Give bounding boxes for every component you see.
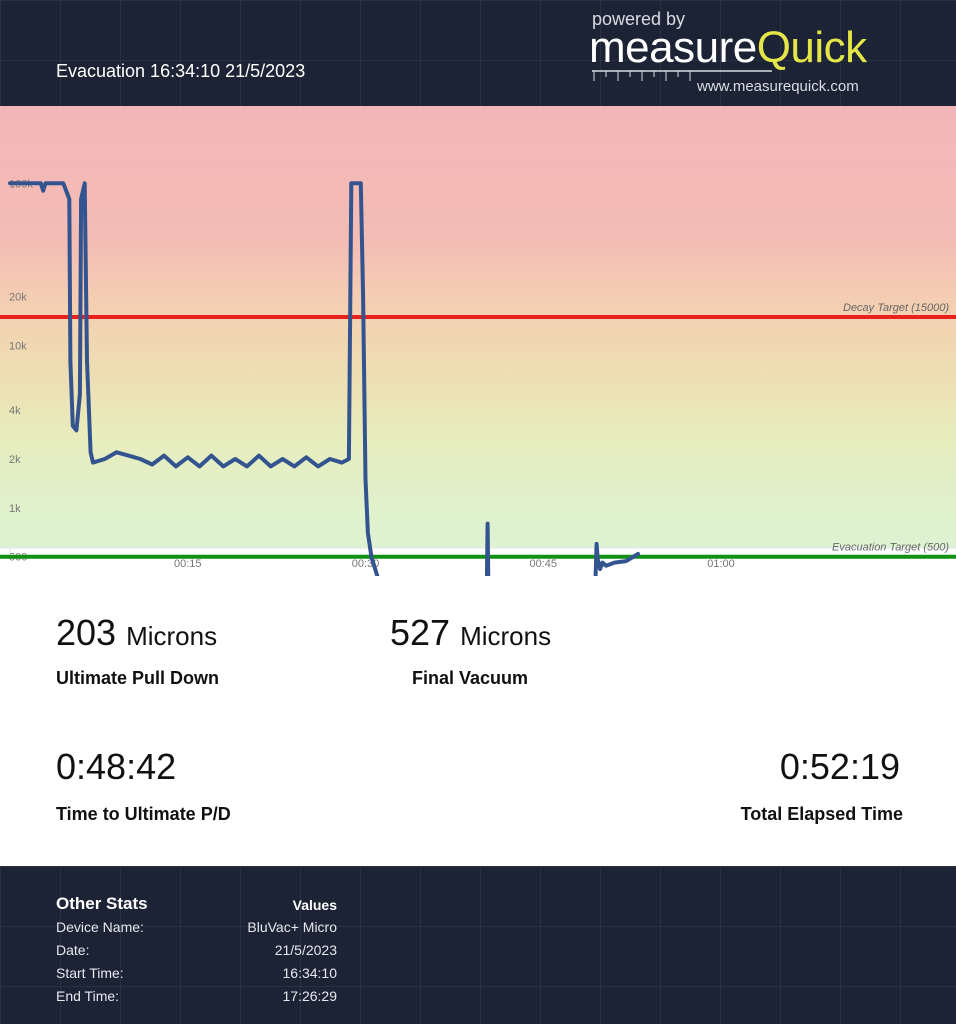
vacuum-chart: 100k20k10k4k2k1k500250 00:1500:3000:4501… bbox=[0, 106, 956, 576]
report-header: Evacuation 16:34:10 21/5/2023 powered by… bbox=[0, 0, 956, 106]
final-vacuum-value: 527 bbox=[390, 612, 451, 653]
time-to-ultimate-value: 0:48:42 bbox=[56, 746, 177, 787]
blueprint-background bbox=[0, 866, 956, 1024]
ultimate-pulldown-value: 203 bbox=[56, 612, 117, 653]
stat-row-date: Date: 21/5/2023 bbox=[56, 942, 337, 958]
y-tick-label: 4k bbox=[9, 405, 21, 417]
stat-row-label: Date: bbox=[56, 942, 90, 958]
stat-row-label: End Time: bbox=[56, 988, 120, 1004]
values-heading: Values bbox=[292, 897, 337, 913]
stat-row-device: Device Name: BluVac+ Micro bbox=[56, 919, 337, 935]
final-vacuum-unit: Microns bbox=[460, 621, 552, 651]
final-vacuum-reading: 527 Microns bbox=[390, 612, 551, 654]
logo-quick-text: Quick bbox=[756, 23, 867, 72]
stat-row-value: 21/5/2023 bbox=[274, 942, 337, 958]
y-tick-label: 2k bbox=[9, 454, 21, 466]
x-tick-label: 00:15 bbox=[174, 558, 202, 570]
other-stats-heading: Other Stats bbox=[56, 894, 148, 913]
stat-row-end-time: End Time: 17:26:29 bbox=[56, 988, 337, 1004]
vacuum-series-line bbox=[8, 181, 640, 576]
logo-url: www.measurequick.com bbox=[697, 78, 859, 95]
ruler-icon bbox=[592, 70, 772, 81]
total-elapsed-value: 0:52:19 bbox=[779, 746, 900, 787]
report-footer bbox=[0, 866, 956, 1024]
ultimate-pulldown-unit: Microns bbox=[126, 621, 218, 651]
logo-powered-by: powered by bbox=[592, 9, 686, 29]
final-vacuum-label: Final Vacuum bbox=[412, 668, 529, 688]
blueprint-background bbox=[0, 0, 956, 106]
ultimate-pulldown-label: Ultimate Pull Down bbox=[56, 668, 220, 688]
ultimate-pulldown-reading: 203 Microns bbox=[56, 612, 217, 654]
other-stats-header: Other Stats Values bbox=[56, 894, 337, 914]
stat-row-value: BluVac+ Micro bbox=[247, 919, 337, 935]
stat-row-value: 17:26:29 bbox=[282, 988, 338, 1004]
stat-row-value: 16:34:10 bbox=[282, 965, 338, 981]
stat-row-label: Device Name: bbox=[56, 919, 144, 935]
y-tick-label: 20k bbox=[9, 292, 27, 304]
x-tick-label: 01:00 bbox=[707, 558, 735, 570]
reference-line-label: Decay Target (15000) bbox=[843, 302, 949, 314]
reference-line-label: Evacuation Target (500) bbox=[832, 542, 949, 554]
logo-measure-text: measure bbox=[589, 23, 757, 72]
total-elapsed-label: Total Elapsed Time bbox=[740, 804, 903, 824]
x-tick-label: 00:45 bbox=[529, 558, 557, 570]
y-tick-label: 10k bbox=[9, 341, 27, 353]
measurequick-logo: measureQuick bbox=[589, 23, 867, 73]
chart-background bbox=[0, 106, 956, 548]
time-to-ultimate-label: Time to Ultimate P/D bbox=[56, 804, 231, 824]
y-tick-label: 1k bbox=[9, 503, 21, 515]
stat-row-start-time: Start Time: 16:34:10 bbox=[56, 965, 337, 981]
stat-row-label: Start Time: bbox=[56, 965, 124, 981]
report-title: Evacuation 16:34:10 21/5/2023 bbox=[56, 61, 306, 81]
